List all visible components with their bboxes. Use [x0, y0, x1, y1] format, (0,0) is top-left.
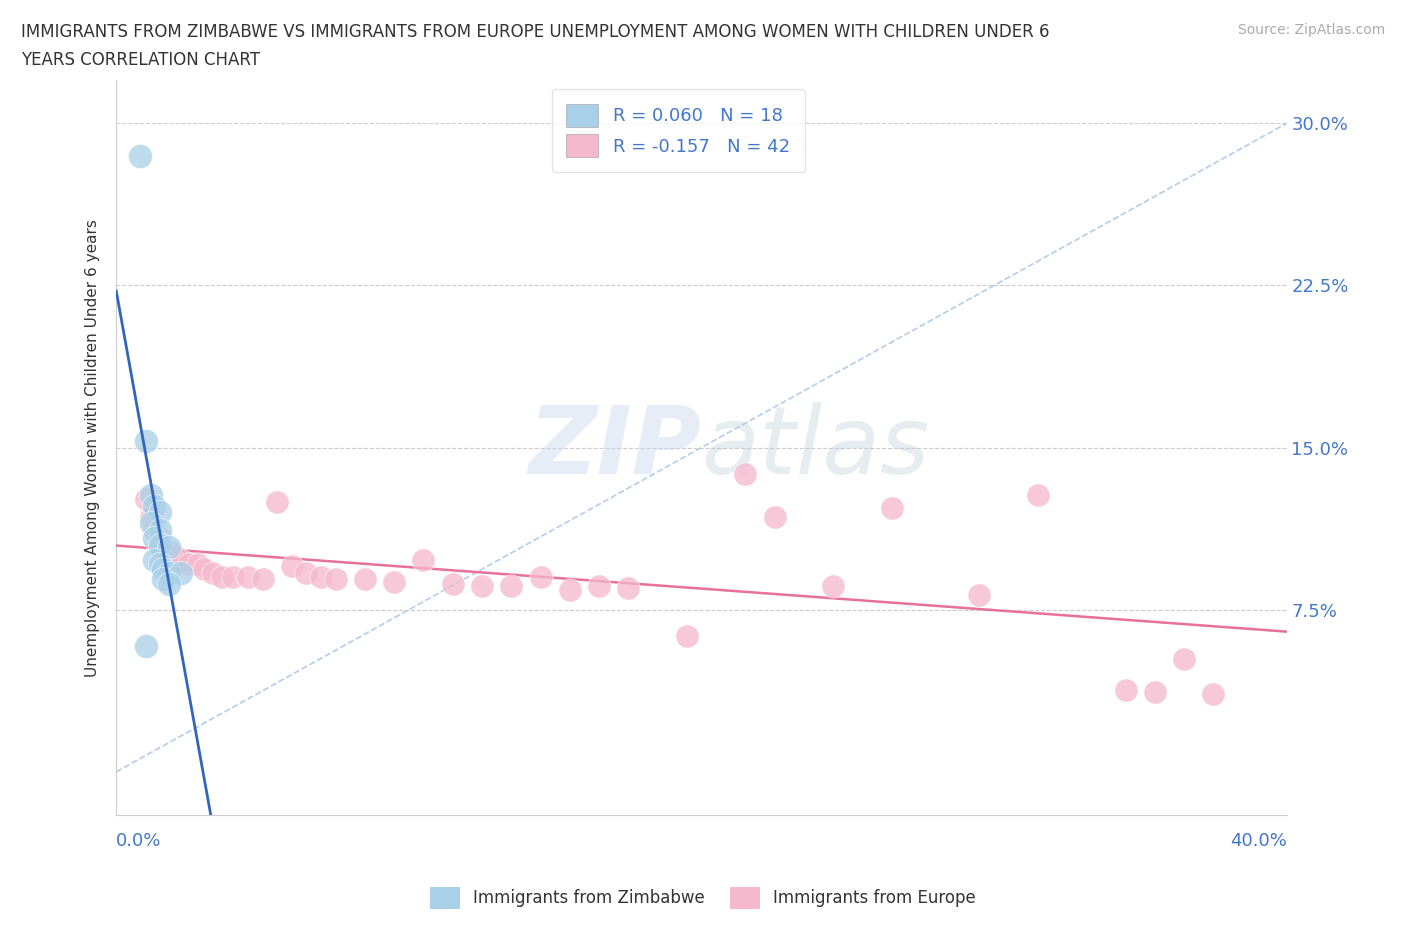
- Point: [135, 639, 157, 654]
- Point: [675, 628, 697, 643]
- Point: [763, 510, 786, 525]
- Point: [141, 516, 163, 531]
- Point: [471, 578, 494, 593]
- Point: [169, 552, 191, 567]
- Point: [135, 433, 157, 448]
- Text: 40.0%: 40.0%: [1230, 832, 1286, 850]
- Legend: Immigrants from Zimbabwe, Immigrants from Europe: Immigrants from Zimbabwe, Immigrants fro…: [422, 879, 984, 917]
- Point: [157, 539, 180, 554]
- Point: [1026, 487, 1049, 502]
- Point: [179, 557, 201, 572]
- Point: [143, 531, 166, 546]
- Text: IMMIGRANTS FROM ZIMBABWE VS IMMIGRANTS FROM EUROPE UNEMPLOYMENT AMONG WOMEN WITH: IMMIGRANTS FROM ZIMBABWE VS IMMIGRANTS F…: [21, 23, 1050, 41]
- Point: [354, 572, 377, 587]
- Point: [1173, 652, 1195, 667]
- Text: ZIP: ZIP: [529, 402, 702, 494]
- Point: [149, 557, 172, 572]
- Point: [588, 578, 610, 593]
- Point: [309, 570, 332, 585]
- Point: [152, 561, 174, 576]
- Point: [501, 578, 523, 593]
- Point: [529, 570, 551, 585]
- Point: [1143, 684, 1166, 699]
- Point: [157, 544, 180, 559]
- Point: [141, 510, 163, 525]
- Point: [193, 561, 215, 576]
- Point: [880, 500, 903, 515]
- Point: [252, 572, 274, 587]
- Point: [201, 565, 224, 580]
- Point: [617, 580, 640, 595]
- Point: [412, 552, 434, 567]
- Text: atlas: atlas: [702, 402, 929, 493]
- Point: [281, 559, 304, 574]
- Point: [1115, 683, 1137, 698]
- Text: YEARS CORRELATION CHART: YEARS CORRELATION CHART: [21, 51, 260, 69]
- Point: [969, 587, 991, 602]
- Point: [266, 494, 288, 509]
- Point: [734, 466, 756, 481]
- Point: [295, 565, 318, 580]
- Point: [152, 572, 174, 587]
- Point: [149, 523, 172, 538]
- Text: 0.0%: 0.0%: [117, 832, 162, 850]
- Point: [143, 498, 166, 513]
- Text: Source: ZipAtlas.com: Source: ZipAtlas.com: [1237, 23, 1385, 37]
- Point: [152, 539, 174, 554]
- Point: [149, 531, 172, 546]
- Point: [187, 557, 209, 572]
- Point: [135, 492, 157, 507]
- Point: [143, 523, 166, 538]
- Point: [823, 578, 845, 593]
- Point: [157, 565, 180, 580]
- Point: [141, 487, 163, 502]
- Point: [163, 548, 186, 563]
- Point: [149, 538, 172, 552]
- Point: [128, 148, 150, 163]
- Point: [211, 570, 233, 585]
- Point: [157, 577, 180, 591]
- Point: [558, 583, 581, 598]
- Point: [149, 505, 172, 520]
- Point: [236, 570, 259, 585]
- Point: [143, 552, 166, 567]
- Point: [169, 565, 191, 580]
- Legend: R = 0.060   N = 18, R = -0.157   N = 42: R = 0.060 N = 18, R = -0.157 N = 42: [551, 89, 804, 172]
- Point: [382, 574, 405, 589]
- Point: [441, 577, 464, 591]
- Point: [1202, 686, 1225, 701]
- Point: [325, 572, 347, 587]
- Y-axis label: Unemployment Among Women with Children Under 6 years: Unemployment Among Women with Children U…: [86, 219, 100, 676]
- Point: [222, 570, 245, 585]
